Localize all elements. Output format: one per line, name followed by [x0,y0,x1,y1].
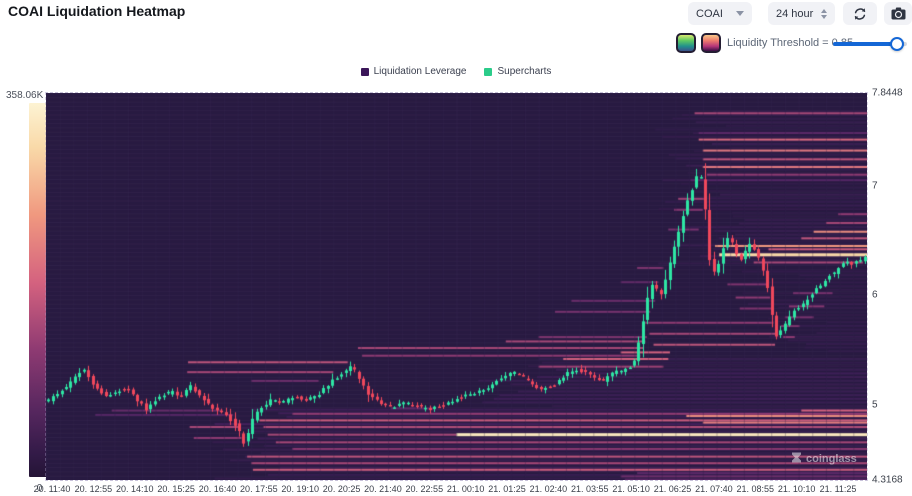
x-axis-tick: 21. 00:10 [446,484,485,494]
y-axis-tick: 5 [872,399,878,411]
heatmap-plot[interactable] [45,92,868,481]
x-axis-tick: 21. 08:55 [736,484,775,494]
interval-select-value: 24 hour [776,7,814,20]
legend-item-supercharts[interactable]: Supercharts [484,66,551,77]
x-axis-tick: 20. 14:10 [115,484,154,494]
x-axis-tick: 21. 10:10 [777,484,816,494]
y-axis-tick: 7 [872,180,878,192]
threshold-slider[interactable] [833,37,907,51]
x-axis-tick: 21. 02:40 [529,484,568,494]
x-axis-tick: 20. 21:40 [364,484,402,494]
legend: Liquidation Leverage Supercharts [0,66,912,77]
symbol-select[interactable]: COAI [688,2,752,25]
x-axis-tick: 20. 12:55 [74,484,113,494]
y-axis-tick: 6 [872,289,878,301]
y-axis-tick: 7.8448 [872,87,903,99]
symbol-select-value: COAI [696,7,723,20]
x-axis: 20. 11:40 20. 12:55 20. 14:10 20. 15:25 20. … [0,484,912,496]
legend-label: Liquidation Leverage [373,66,467,77]
legend-swatch [360,67,369,76]
colormap-swatch-magma[interactable] [701,33,721,53]
spinner-updown-icon [821,8,827,19]
camera-icon [891,7,905,20]
threshold-label: Liquidity Threshold = 0.85 [727,37,854,49]
colorbar [29,103,50,477]
x-axis-tick: 21. 05:10 [612,484,650,494]
legend-swatch [484,67,493,76]
x-axis-tick: 20. 20:25 [322,484,361,494]
colormap-swatch-green[interactable] [676,33,696,53]
legend-label: Supercharts [497,66,552,77]
camera-button[interactable] [884,2,912,25]
x-axis-tick: 21. 03:55 [571,484,609,494]
x-axis-tick: 20. 17:55 [240,484,278,494]
chevron-down-icon [736,11,744,16]
x-axis-tick: 20. 22:55 [405,484,444,494]
interval-select[interactable]: 24 hour [768,2,835,25]
threshold-slider-fill [833,42,897,46]
x-axis-tick: 20. 16:40 [198,484,237,494]
x-axis-tick: 20. 11:40 [33,484,71,494]
x-axis-tick: 21. 11:25 [819,484,857,494]
x-axis-tick: 21. 07:40 [695,484,733,494]
y-axis: 7.8448 7 6 5 4.3168 [872,88,912,486]
refresh-button[interactable] [843,2,877,25]
legend-item-liquidation-leverage[interactable]: Liquidation Leverage [360,66,467,77]
heatmap-canvas[interactable] [46,93,867,480]
x-axis-tick: 21. 01:25 [488,484,526,494]
refresh-icon [854,7,866,20]
page-title: COAI Liquidation Heatmap [8,3,186,19]
x-axis-tick: 20. 15:25 [157,484,195,494]
colorbar-min-label: 0 [36,483,43,494]
y-axis-tick: 4.3168 [872,474,903,486]
threshold-slider-handle[interactable] [890,37,904,51]
x-axis-tick: 21. 06:25 [653,484,692,494]
x-axis-tick: 20. 19:10 [281,484,319,494]
colorbar-max-label: 358.06K [6,90,44,101]
